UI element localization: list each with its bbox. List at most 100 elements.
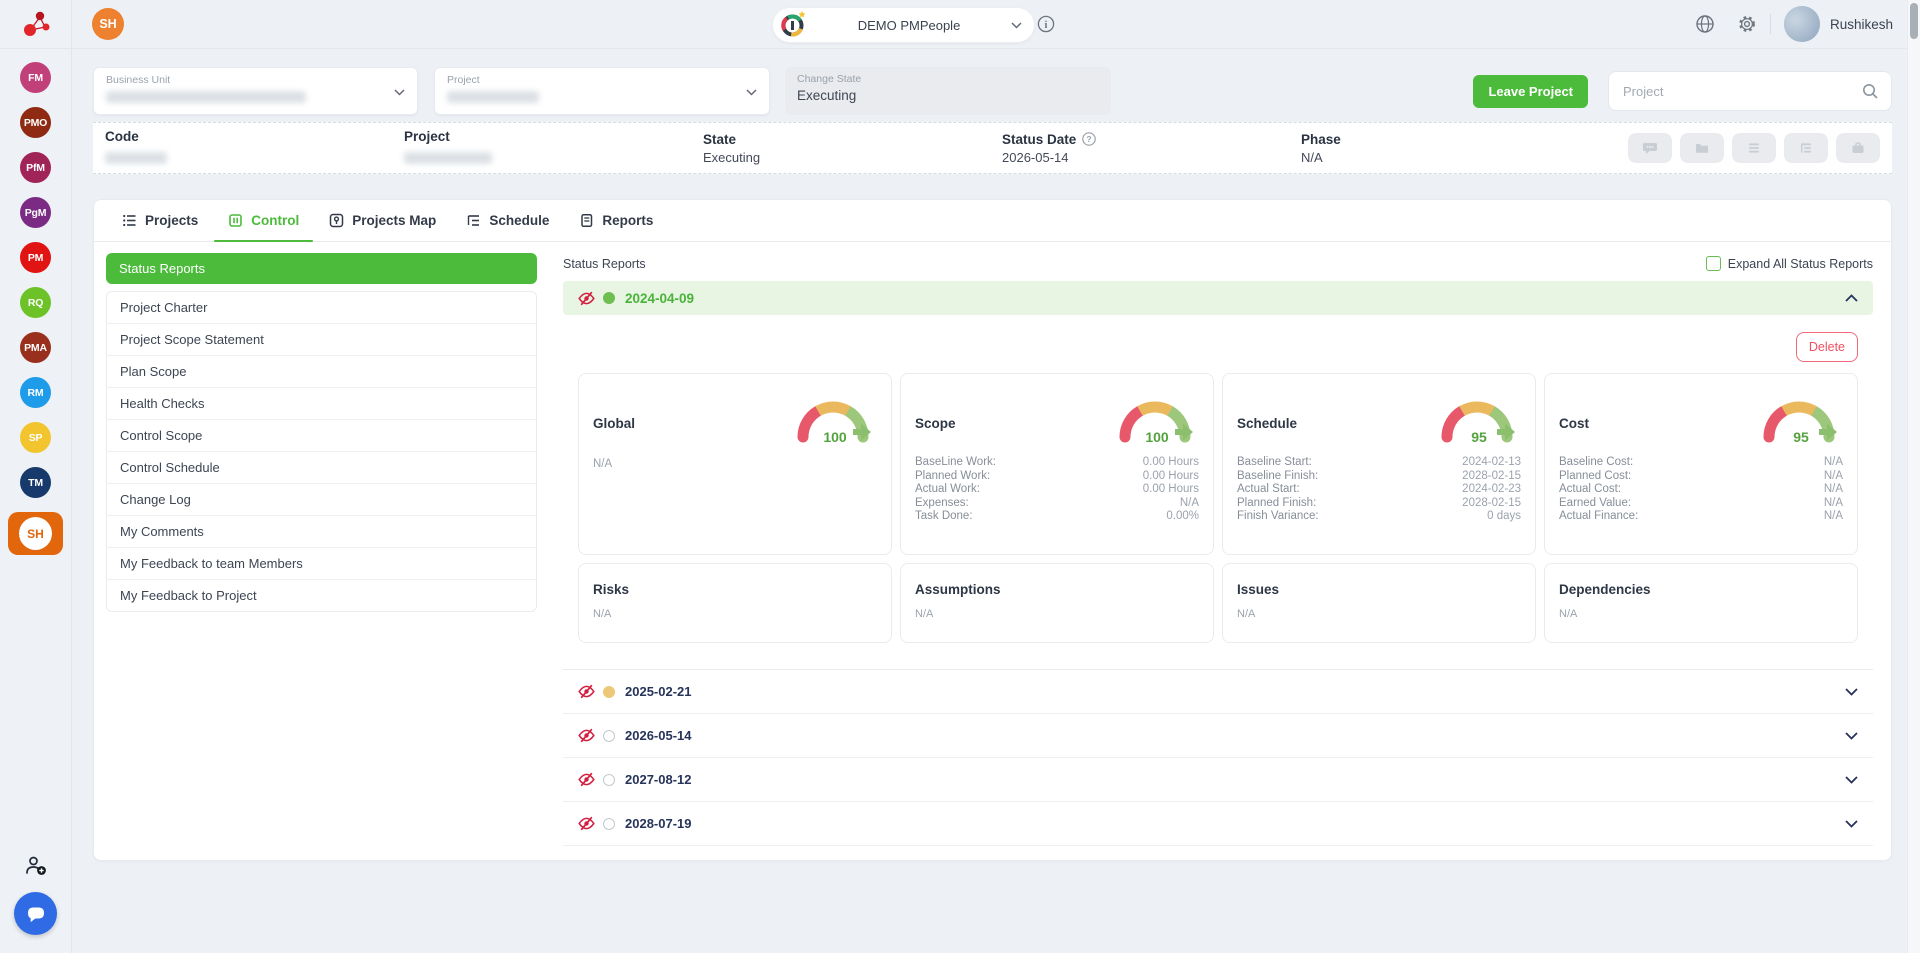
sidebar-item-sp[interactable]: SP: [20, 422, 51, 453]
status-report-header-expanded[interactable]: 2024-04-09: [563, 281, 1873, 315]
project-select[interactable]: Project: [434, 67, 770, 115]
gauge-cards-row: Global 100: [578, 373, 1858, 643]
status-report-body: Delete Global: [563, 315, 1873, 670]
info-icon[interactable]: i: [1037, 15, 1055, 33]
status-report-row[interactable]: 2027-08-12: [563, 758, 1873, 802]
sidebar-item-sh-active[interactable]: SH: [8, 512, 63, 555]
chevron-down-icon: [1011, 22, 1022, 29]
chevron-down-icon[interactable]: [1845, 688, 1858, 696]
add-person-icon[interactable]: [24, 855, 48, 877]
project-search-input[interactable]: [1621, 83, 1861, 100]
tab-projects[interactable]: Projects: [108, 200, 212, 241]
issues-card: Issues N/A: [1222, 563, 1536, 643]
scrollbar-thumb[interactable]: [1910, 3, 1918, 39]
change-state-field: Change State Executing: [785, 67, 1111, 115]
page-scrollbar[interactable]: [1907, 0, 1920, 953]
menu-item-change-log[interactable]: Change Log: [107, 483, 536, 515]
sidebar-item-fm[interactable]: FM: [20, 62, 51, 93]
app-logo[interactable]: [0, 0, 71, 49]
card-title: Scope: [915, 416, 956, 446]
status-dot-empty: [603, 774, 615, 786]
menu-item-my-feedback-team[interactable]: My Feedback to team Members: [107, 547, 536, 579]
sidebar-item-pma[interactable]: PMA: [20, 332, 51, 363]
menu-item-plan-scope[interactable]: Plan Scope: [107, 355, 536, 387]
organization-selector[interactable]: DEMO PMPeople: [772, 7, 1035, 43]
chat-bubble-icon: [25, 904, 47, 924]
change-state-label: Change State: [797, 73, 1081, 85]
business-unit-select[interactable]: Business Unit: [93, 67, 418, 115]
briefcase-button[interactable]: [1836, 133, 1880, 163]
menu-item-project-charter[interactable]: Project Charter: [107, 292, 536, 323]
svg-text:i: i: [1045, 20, 1048, 31]
card-title: Risks: [593, 582, 877, 597]
network-logo-icon: [21, 10, 51, 38]
sidebar-item-pfm[interactable]: PfM: [20, 152, 51, 183]
card-title: Schedule: [1237, 416, 1297, 446]
menu-list: Project Charter Project Scope Statement …: [106, 291, 537, 612]
list-icon: [1746, 140, 1762, 156]
sidebar-item-pmo[interactable]: PMO: [20, 107, 51, 138]
control-menu: Status Reports Project Charter Project S…: [106, 253, 537, 842]
globe-icon[interactable]: [1695, 14, 1715, 34]
expand-all-control[interactable]: Expand All Status Reports: [1706, 256, 1873, 271]
global-gauge: 100: [791, 390, 875, 446]
tab-schedule[interactable]: Schedule: [452, 200, 563, 241]
chevron-up-icon[interactable]: [1845, 294, 1858, 302]
assumptions-card: Assumptions N/A: [900, 563, 1214, 643]
sidebar-item-rm[interactable]: RM: [20, 377, 51, 408]
project-action-buttons: [1628, 133, 1892, 163]
change-state-value: Executing: [797, 88, 1081, 103]
chevron-down-icon[interactable]: [1845, 776, 1858, 784]
menu-item-control-scope[interactable]: Control Scope: [107, 419, 536, 451]
help-icon[interactable]: ?: [1082, 132, 1096, 146]
state-label: State: [703, 132, 1002, 147]
menu-item-my-comments[interactable]: My Comments: [107, 515, 536, 547]
project-search[interactable]: [1608, 71, 1892, 111]
sidebar-item-pm[interactable]: PM: [20, 242, 51, 273]
main-area: SH DEMO PMPeople i: [72, 0, 1920, 953]
list-button[interactable]: [1732, 133, 1776, 163]
avatar[interactable]: [1784, 6, 1820, 42]
eye-slash-icon: [578, 816, 595, 831]
sidebar-item-pgm[interactable]: PgM: [20, 197, 51, 228]
gear-icon[interactable]: [1737, 14, 1757, 34]
scope-card: Scope 100: [900, 373, 1214, 555]
phase-value: N/A: [1301, 150, 1341, 165]
sidebar-item-rq[interactable]: RQ: [20, 287, 51, 318]
delete-report-button[interactable]: Delete: [1796, 332, 1858, 362]
chevron-down-icon[interactable]: [1845, 732, 1858, 740]
tab-control[interactable]: Control: [214, 200, 313, 241]
menu-item-project-scope-statement[interactable]: Project Scope Statement: [107, 323, 536, 355]
comment-button[interactable]: [1628, 133, 1672, 163]
chevron-down-icon[interactable]: [1845, 820, 1858, 828]
expand-all-checkbox[interactable]: [1706, 256, 1721, 271]
filter-bar: Business Unit Project: [93, 67, 1892, 115]
status-report-row[interactable]: 2025-02-21: [563, 670, 1873, 714]
report-date: 2026-05-14: [625, 728, 692, 743]
comment-icon: [1642, 140, 1658, 156]
tab-reports[interactable]: Reports: [565, 200, 667, 241]
status-dot-green: [603, 292, 615, 304]
status-dot-empty: [603, 730, 615, 742]
tree-list-button[interactable]: [1784, 133, 1828, 163]
tab-projects-map[interactable]: Projects Map: [315, 200, 450, 241]
menu-item-control-schedule[interactable]: Control Schedule: [107, 451, 536, 483]
schedule-tab-icon: [466, 213, 481, 228]
menu-item-status-reports[interactable]: Status Reports: [106, 253, 537, 284]
leave-project-button[interactable]: Leave Project: [1473, 75, 1588, 108]
state-value: Executing: [703, 150, 1002, 165]
chat-button[interactable]: [14, 892, 57, 935]
sidebar-item-tm[interactable]: TM: [20, 467, 51, 498]
tree-list-icon: [1798, 140, 1814, 156]
briefcase-icon: [1850, 140, 1866, 156]
schedule-card: Schedule 95: [1222, 373, 1536, 555]
business-unit-label: Business Unit: [106, 74, 387, 86]
folder-button[interactable]: [1680, 133, 1724, 163]
user-initials-badge[interactable]: SH: [92, 8, 124, 40]
menu-item-health-checks[interactable]: Health Checks: [107, 387, 536, 419]
project-value-redacted: [404, 152, 492, 164]
menu-item-my-feedback-project[interactable]: My Feedback to Project: [107, 579, 536, 611]
project-value-redacted: [447, 91, 539, 103]
status-report-row[interactable]: 2028-07-19: [563, 802, 1873, 846]
status-report-row[interactable]: 2026-05-14: [563, 714, 1873, 758]
